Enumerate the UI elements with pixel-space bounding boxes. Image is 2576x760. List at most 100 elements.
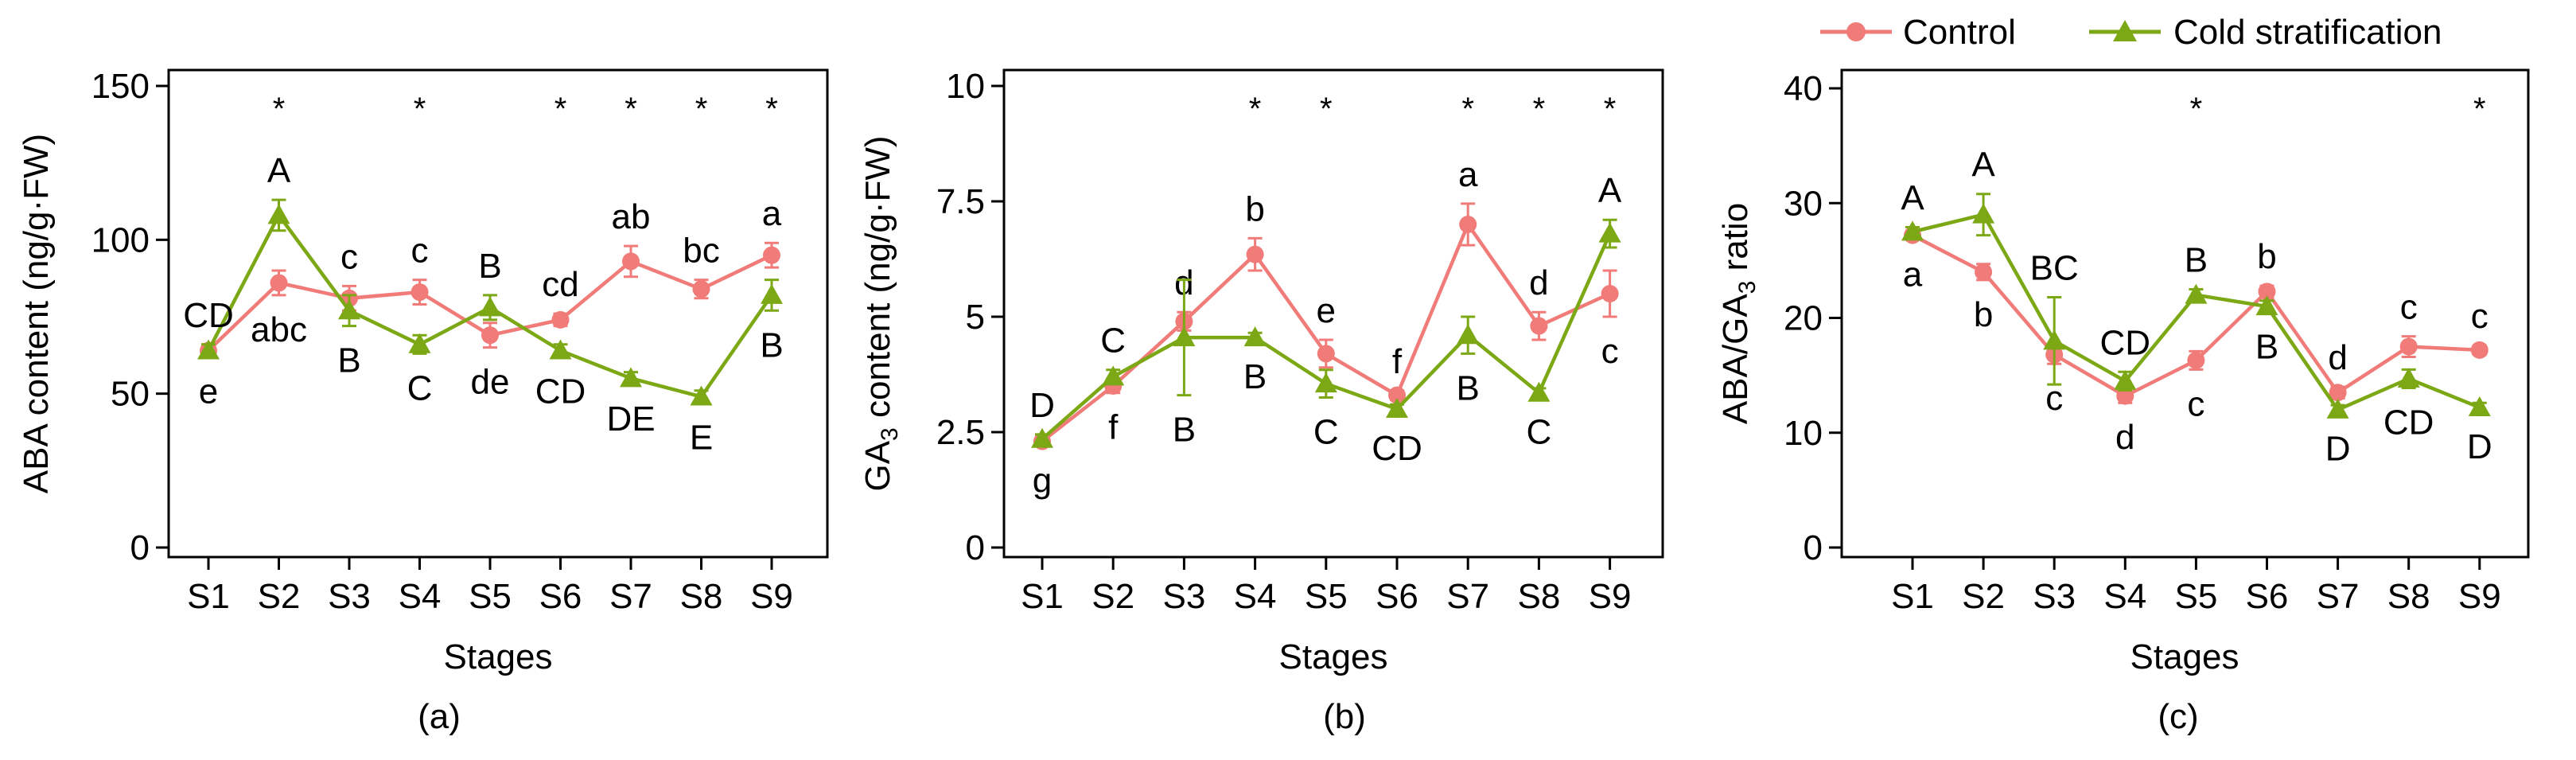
data-point-control [2329,384,2347,402]
panel-a-x-ticks: S1 S2 S3 S4 S5 S6 S7 S8 S9 [187,557,793,616]
x-tick-label: S3 [328,577,371,616]
significance-letter: a [1458,155,1478,194]
data-point-control [481,326,499,345]
x-tick-label: S9 [1589,577,1632,616]
significance-letter: f [1392,342,1403,381]
significance-star: * [1320,92,1333,127]
significance-letter: c [2400,288,2418,327]
x-tick-label: S7 [609,577,652,616]
data-point-control [1530,317,1548,335]
significance-letter: D [2467,427,2492,466]
legend-cold-label: Cold stratification [2173,13,2442,52]
legend-entry-control: Control [1820,13,2016,52]
data-point-cold [1972,203,1995,224]
panel-c: 0 10 20 30 40 S1 S2 S3 S4 S5 S6 S7 S8 S9 a b c d c b d c c A A… [1716,68,2530,736]
significance-star: * [1461,92,1474,127]
significance-letter: c [2187,384,2204,423]
x-tick-label: S1 [187,577,230,616]
significance-letter: DE [606,399,655,438]
data-point-cold [1243,326,1267,347]
panel-a-frame [167,68,829,559]
significance-letter: a [1903,255,1923,294]
panel-b-ylabel: GA3 content (ng/g·FW) [858,135,903,491]
y-tick-label: 50 [111,375,150,414]
data-point-cold [1457,324,1480,345]
data-point-control [1975,263,1993,281]
panel-b-y-ticks: 0 2.5 5 7.5 10 [936,67,1004,567]
panel-a-xlabel: Stages [444,637,553,676]
x-tick-label: S5 [1305,577,1348,616]
data-point-control [1317,345,1335,363]
significance-letter: c [2471,297,2488,336]
panel-c-marks: a b c d c b d c c A A BC CD B B D CD D * * [1901,92,2492,469]
data-point-control [1459,216,1477,233]
x-tick-label: S2 [1091,577,1134,616]
y-tick-label: 30 [1784,184,1823,223]
data-point-control [2470,341,2488,359]
data-point-cold [761,283,783,304]
significance-letter: bc [683,232,719,271]
significance-letter: B [478,247,501,286]
data-point-cold [1102,365,1125,386]
significance-star: * [2190,92,2203,127]
significance-letter: b [1245,189,1264,228]
x-tick-label: S5 [2174,577,2217,616]
legend-control-marker [1846,22,1866,41]
significance-letter: A [1971,146,1995,185]
x-tick-label: S6 [2246,577,2289,616]
legend-control-label: Control [1903,13,2016,52]
significance-letter: D [2325,430,2351,469]
y-tick-label: 0 [1804,528,1823,567]
significance-letter: CD [183,296,234,335]
data-point-cold [2114,369,2137,390]
x-tick-label: S4 [2103,577,2146,616]
significance-letter: c [411,232,429,271]
significance-letter: b [2257,237,2276,276]
data-point-control [1601,285,1619,302]
data-point-control [622,252,640,271]
data-point-control [2258,283,2276,301]
x-tick-label: S1 [1021,577,1064,616]
legend: Control Cold stratification [1820,13,2442,52]
series-line [1041,232,1612,441]
significance-letter: g [1033,461,1052,500]
y-tick-label: 150 [91,67,150,106]
legend-entry-cold: Cold stratification [2089,13,2442,52]
panel-b-ylabel-rest: content (ng/g·FW) [858,135,897,427]
panel-b-xlabel: Stages [1279,637,1388,676]
significance-letter: e [1317,291,1336,330]
x-tick-label: S4 [1234,577,1277,616]
significance-star: * [765,92,778,127]
panel-a-y-ticks: 0 50 100 150 [91,67,169,567]
significance-star: * [625,92,637,127]
data-point-cold [1386,398,1408,418]
panel-c-ylabel-rest: ratio [1716,203,1755,281]
significance-star: * [273,92,286,127]
data-point-control [551,310,570,329]
data-point-cold [1173,326,1196,347]
y-tick-label: 0 [966,528,985,567]
panel-c-x-ticks: S1 S2 S3 S4 S5 S6 S7 S8 S9 [1891,557,2501,616]
x-tick-label: S7 [1446,577,1489,616]
significance-letter: C [1527,413,1552,452]
significance-letter: D [1029,386,1055,425]
significance-letter: c [1601,332,1619,371]
significance-letter: CD [535,372,586,411]
series-line [1041,220,1611,443]
data-point-cold [549,339,572,360]
panel-c-y-ticks: 0 10 20 30 40 [1784,69,1842,567]
data-point-cold [267,204,290,224]
data-point-cold [1314,372,1337,393]
significance-letter: B [337,341,360,380]
significance-letter: CD [1372,429,1422,468]
data-point-cold [408,333,431,353]
data-point-control [270,274,288,292]
data-point-cold [620,367,642,388]
significance-letter: A [1901,179,1924,218]
y-tick-label: 20 [1784,299,1823,338]
y-tick-label: 0 [130,528,150,567]
data-point-cold [479,296,501,317]
significance-star: * [2473,92,2486,127]
x-tick-label: S9 [2458,577,2501,616]
